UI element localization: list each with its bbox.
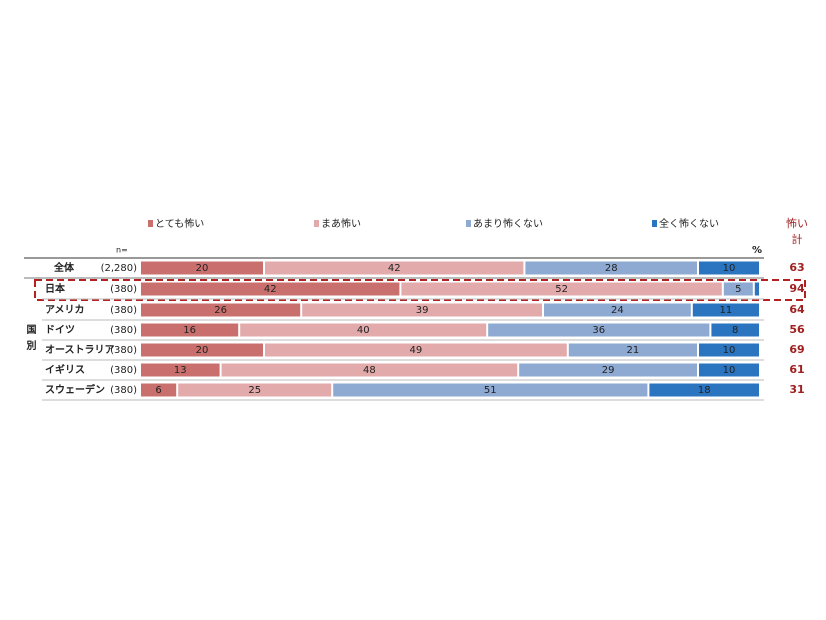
bar-segment: [649, 383, 759, 397]
bar-segment: [488, 323, 710, 337]
legend-label: まあ怖い: [321, 217, 361, 230]
n-label: n=: [116, 246, 128, 255]
value-label: 49: [410, 345, 423, 356]
bar-segment: [692, 303, 759, 317]
value-label: 52: [555, 284, 568, 295]
legend-swatch: [652, 220, 657, 227]
value-label: 24: [611, 305, 624, 316]
bar-segment: [141, 282, 400, 296]
n-value: (380): [110, 284, 137, 295]
bar-segment: [141, 363, 220, 377]
value-label: 21: [627, 345, 640, 356]
bar-segment: [221, 363, 518, 377]
totals-header: 計: [792, 232, 803, 246]
category-label: 全体: [53, 261, 75, 274]
value-label: 6: [155, 385, 161, 396]
bar-segment: [141, 343, 263, 357]
group-label: 国別: [24, 324, 37, 356]
bar-segment: [711, 323, 759, 337]
value-label: 48: [363, 365, 376, 376]
value-label: 10: [723, 263, 736, 274]
value-label: 36: [592, 325, 605, 336]
bar-segment: [525, 261, 697, 275]
legend-swatch: [314, 220, 319, 227]
n-value: (380): [110, 305, 137, 316]
bar-segment: [141, 323, 239, 337]
category-label: スウェーデン: [45, 383, 105, 396]
value-label: 10: [723, 345, 736, 356]
bar-segment: [699, 363, 759, 377]
value-label: 20: [196, 345, 209, 356]
value-label: 40: [357, 325, 370, 336]
bar-segment: [568, 343, 697, 357]
value-label: 51: [484, 385, 497, 396]
legend-swatch: [466, 220, 471, 227]
category-label: オーストラリア: [45, 344, 115, 356]
value-label: 13: [174, 365, 187, 376]
category-label: ドイツ: [45, 324, 75, 336]
bar-segment: [333, 383, 648, 397]
value-label: 20: [196, 263, 209, 274]
bar-segment: [699, 343, 759, 357]
value-label: 42: [388, 263, 401, 274]
value-label: 11: [720, 305, 733, 316]
category-label: 日本: [45, 282, 66, 295]
bar-segment: [699, 261, 759, 275]
value-label: 8: [732, 325, 738, 336]
category-label: アメリカ: [45, 304, 85, 316]
n-value: (2,280): [101, 263, 138, 274]
bar-segment: [302, 303, 542, 317]
n-value: (380): [110, 385, 137, 396]
legend-label: とても怖い: [155, 217, 204, 230]
bar-segment: [265, 261, 524, 275]
value-label: 25: [248, 385, 261, 396]
bar-segment: [754, 282, 759, 296]
bar-segment: [141, 261, 263, 275]
total-value: 61: [789, 363, 804, 376]
value-label: 39: [416, 305, 429, 316]
unit-label: %: [752, 245, 762, 256]
total-value: 56: [789, 323, 805, 336]
total-value: 64: [789, 303, 805, 316]
bar-segment: [240, 323, 487, 337]
total-value: 69: [789, 343, 804, 356]
bar-segment: [401, 282, 722, 296]
n-value: (380): [110, 345, 137, 356]
value-label: 26: [214, 305, 227, 316]
value-label: 10: [723, 365, 736, 376]
value-label: 16: [183, 325, 196, 336]
n-value: (380): [110, 365, 137, 376]
value-label: 28: [605, 263, 618, 274]
bar-segment: [178, 383, 332, 397]
category-label: イギリス: [45, 363, 85, 376]
total-value: 31: [789, 383, 804, 396]
totals-header: 怖い: [786, 216, 808, 230]
n-value: (380): [110, 325, 137, 336]
legend-label: 全く怖くない: [659, 217, 719, 230]
value-label: 5: [735, 284, 741, 295]
value-label: 42: [264, 284, 277, 295]
value-label: 18: [698, 385, 711, 396]
legend-swatch: [148, 220, 153, 227]
highlight-box: [34, 279, 806, 301]
legend-label: あまり怖くない: [473, 217, 543, 230]
bar-segment: [265, 343, 567, 357]
bar-segment: [141, 303, 301, 317]
value-label: 29: [602, 365, 615, 376]
total-value: 63: [789, 261, 804, 274]
bar-segment: [544, 303, 691, 317]
total-value: 94: [789, 282, 805, 295]
bar-segment: [519, 363, 697, 377]
bar-segment: [723, 282, 753, 296]
bar-segment: [141, 383, 177, 397]
